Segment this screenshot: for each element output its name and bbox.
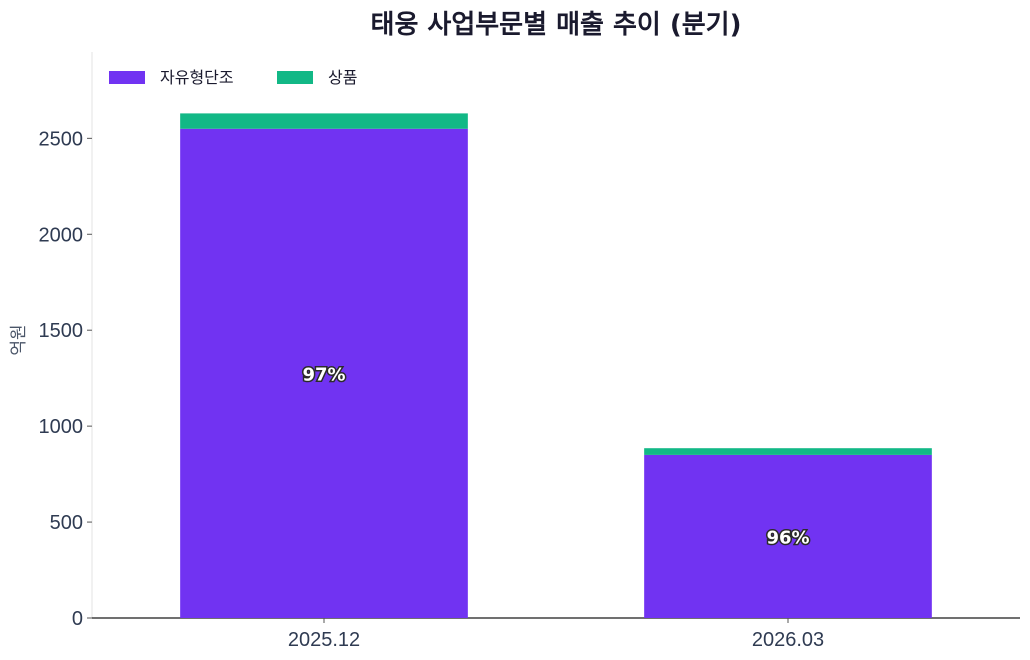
y-tick-label: 1000 bbox=[39, 416, 84, 438]
y-tick-label: 500 bbox=[50, 512, 83, 534]
y-tick-label: 0 bbox=[72, 608, 83, 630]
chart-title: 태웅 사업부문별 매출 추이 (분기) bbox=[371, 10, 742, 40]
legend: 자유형단조 상품 bbox=[109, 68, 357, 87]
y-axis-label: 억원 bbox=[9, 324, 29, 355]
y-tick-label: 2500 bbox=[39, 128, 84, 150]
y-tick-label: 2000 bbox=[39, 224, 84, 246]
legend-swatch bbox=[277, 71, 313, 84]
bar-primary-2026.03 bbox=[644, 454, 932, 618]
bar-secondary-2025.12 bbox=[180, 113, 468, 129]
bar-percent-label: 97% bbox=[302, 364, 345, 385]
legend-label: 자유형단조 bbox=[160, 68, 234, 87]
legend-swatch bbox=[109, 71, 145, 84]
legend-label: 상품 bbox=[328, 68, 357, 87]
x-tick-label: 2025.12 bbox=[288, 629, 360, 651]
plot-area: 0 500 1000 1500 2000 2500 97% 2025.12 96% 2026.03 bbox=[39, 52, 1020, 651]
bar-secondary-2026.03 bbox=[644, 448, 932, 455]
bar-percent-label: 96% bbox=[766, 527, 809, 548]
y-tick-label: 1500 bbox=[39, 320, 84, 342]
x-tick-label: 2026.03 bbox=[752, 629, 824, 651]
bar-primary-2025.12 bbox=[180, 128, 468, 618]
